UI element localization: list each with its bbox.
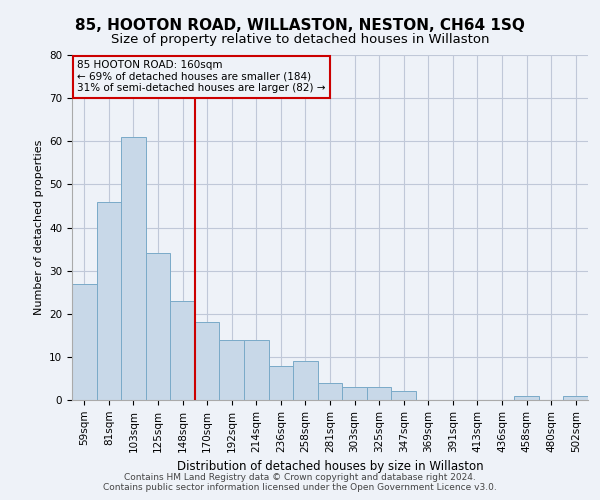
Bar: [342, 387, 367, 400]
Bar: [391, 392, 416, 400]
Y-axis label: Number of detached properties: Number of detached properties: [34, 140, 44, 315]
Text: Size of property relative to detached houses in Willaston: Size of property relative to detached ho…: [111, 32, 489, 46]
Bar: [72, 284, 97, 400]
Bar: [293, 361, 318, 400]
Bar: [97, 202, 121, 400]
Text: 85 HOOTON ROAD: 160sqm
← 69% of detached houses are smaller (184)
31% of semi-de: 85 HOOTON ROAD: 160sqm ← 69% of detached…: [77, 60, 326, 94]
Bar: [269, 366, 293, 400]
Bar: [170, 301, 195, 400]
Bar: [563, 396, 588, 400]
Bar: [244, 340, 269, 400]
Bar: [220, 340, 244, 400]
Bar: [514, 396, 539, 400]
Bar: [146, 254, 170, 400]
Text: 85, HOOTON ROAD, WILLASTON, NESTON, CH64 1SQ: 85, HOOTON ROAD, WILLASTON, NESTON, CH64…: [75, 18, 525, 32]
Bar: [195, 322, 220, 400]
Bar: [318, 383, 342, 400]
Text: Contains HM Land Registry data © Crown copyright and database right 2024.
Contai: Contains HM Land Registry data © Crown c…: [103, 473, 497, 492]
Bar: [121, 137, 146, 400]
X-axis label: Distribution of detached houses by size in Willaston: Distribution of detached houses by size …: [176, 460, 484, 473]
Bar: [367, 387, 391, 400]
